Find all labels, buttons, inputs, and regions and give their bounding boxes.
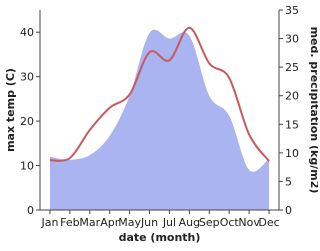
x-tick-label: Jul (162, 216, 176, 229)
y2-tick-label: 10 (285, 147, 299, 160)
x-tick-label: Nov (238, 216, 260, 229)
x-tick-label: Dec (258, 216, 279, 229)
y2-tick-label: 15 (285, 118, 299, 131)
y2-tick-label: 30 (285, 33, 299, 46)
x-tick-label: Sep (199, 216, 220, 229)
x-tick-label: Apr (100, 216, 120, 229)
y2-tick-label: 5 (285, 175, 292, 188)
y-tick-label: 0 (27, 204, 34, 217)
x-tick-label: Oct (220, 216, 240, 229)
x-tick-label: Feb (60, 216, 79, 229)
x-tick-label: Jun (140, 216, 158, 229)
x-axis-label: date (month) (119, 231, 201, 244)
y-tick-label: 30 (20, 71, 34, 84)
y-axis-label: max temp (C) (4, 68, 17, 152)
temp-line (49, 26, 270, 162)
x-tick-label: May (118, 216, 141, 229)
y2-axis-label: med. precipitation (kg/m2) (308, 27, 318, 194)
x-tick-label: Aug (179, 216, 200, 229)
y2-tick-label: 0 (285, 204, 292, 217)
y2-tick-label: 35 (285, 4, 299, 17)
y-tick-label: 40 (20, 26, 34, 39)
y2-tick-label: 25 (285, 61, 299, 74)
y-tick-label: 10 (20, 160, 34, 173)
y-tick-label: 20 (20, 115, 34, 128)
y2-tick-label: 20 (285, 90, 299, 103)
x-tick-label: Mar (79, 216, 100, 229)
x-tick-label: Jan (40, 216, 58, 229)
precip-area (49, 29, 270, 211)
